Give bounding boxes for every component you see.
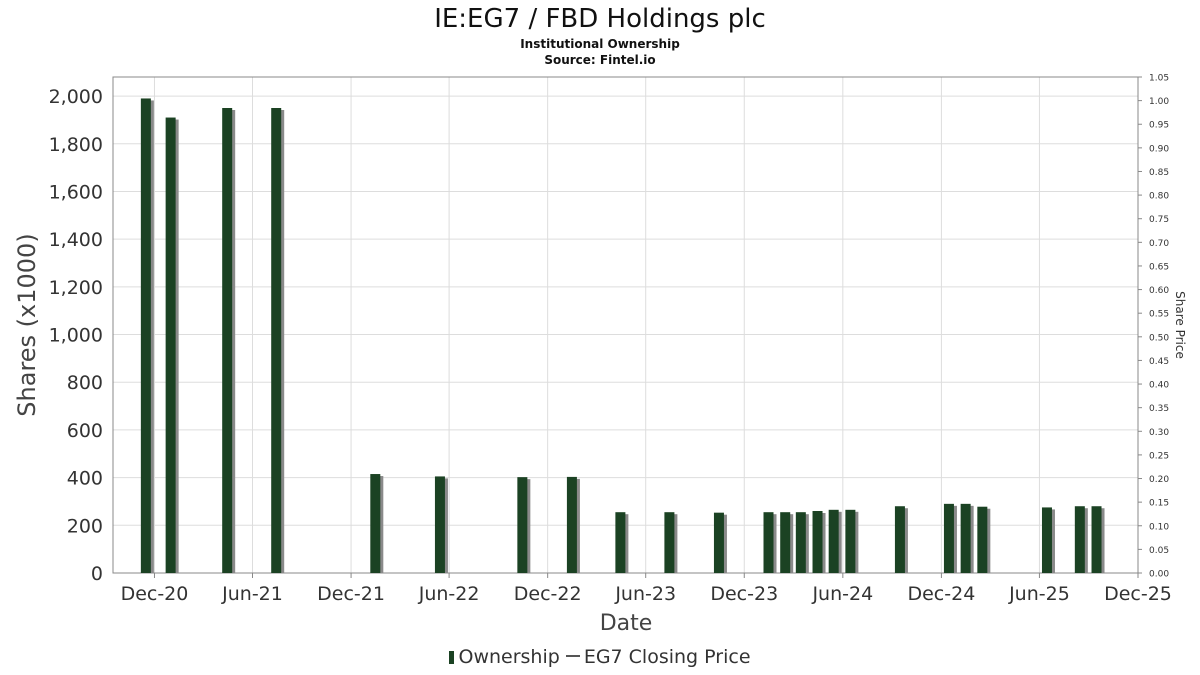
- y2-tick-label: 0.25: [1149, 451, 1169, 461]
- ownership-bar: [615, 512, 626, 573]
- ownership-bar: [1041, 507, 1052, 573]
- ownership-bar: [222, 108, 233, 573]
- chart-titles: IE:EG7 / FBD Holdings plc Institutional …: [0, 0, 1200, 68]
- y-tick-label: 600: [67, 420, 103, 442]
- legend-price-label: EG7 Closing Price: [583, 646, 751, 668]
- x-tick-label: Dec-21: [317, 583, 385, 605]
- y2-tick-label: 0.65: [1149, 262, 1169, 272]
- y-tick-label: 1,200: [49, 277, 103, 299]
- y2-tick-label: 1.00: [1149, 97, 1169, 107]
- x-tick-label: Dec-20: [121, 583, 189, 605]
- ownership-bar: [566, 476, 577, 573]
- y-tick-label: 1,400: [49, 229, 103, 251]
- y2-axis-label: Share Price: [1173, 291, 1187, 359]
- y2-tick-label: 0.50: [1149, 333, 1169, 343]
- y2-tick-label: 0.20: [1149, 475, 1169, 485]
- y2-tick-label: 0.35: [1149, 404, 1169, 414]
- ownership-bar: [812, 511, 823, 573]
- x-tick-label: Jun-25: [1008, 583, 1070, 605]
- ownership-bar: [434, 476, 445, 573]
- x-tick-label: Dec-24: [907, 583, 975, 605]
- x-axis: Dec-20 Jun-21 Dec-21 Jun-22 Dec-22 Jun-23 Dec-…: [121, 573, 1172, 605]
- ownership-bar: [845, 509, 856, 573]
- y-tick-label: 400: [67, 468, 103, 490]
- y2-tick-label: 0.85: [1149, 168, 1169, 178]
- y2-tick-label: 0.30: [1149, 428, 1169, 438]
- y-axis-label: Shares (x1000): [13, 233, 41, 416]
- ownership-bar: [165, 117, 176, 574]
- y2-tick-label: 0.90: [1149, 144, 1169, 154]
- chart-title: IE:EG7 / FBD Holdings plc: [434, 4, 766, 34]
- y2-tick-label: 0.10: [1149, 522, 1169, 532]
- ownership-bar: [795, 512, 806, 573]
- ownership-bar: [1091, 506, 1102, 573]
- y2-tick-label: 0.95: [1149, 121, 1169, 131]
- x-tick-label: Jun-22: [418, 583, 480, 605]
- ownership-bar: [943, 503, 954, 573]
- legend-price-swatch: [565, 655, 580, 657]
- y-tick-label: 1,000: [49, 325, 103, 347]
- y-axis: 0 200 400 600 800 1,000 1,200 1,400 1,600 1,800 2,…: [49, 86, 103, 585]
- ownership-bar: [664, 512, 675, 573]
- legend: Ownership EG7 Closing Price: [0, 646, 1200, 668]
- ownership-bar: [370, 474, 381, 573]
- y2-tick-label: 0.70: [1149, 239, 1169, 249]
- y2-tick-label: 0.15: [1149, 499, 1169, 509]
- ownership-bar: [894, 506, 905, 573]
- ownership-bar: [140, 98, 151, 573]
- y2-tick-label: 0.80: [1149, 192, 1169, 202]
- ownership-bar: [977, 506, 988, 573]
- ownership-bar: [780, 512, 791, 573]
- chart-source: Source: Fintel.io: [544, 53, 656, 67]
- x-tick-label: Jun-21: [221, 583, 283, 605]
- x-axis-label: Date: [600, 611, 653, 636]
- ownership-bar: [517, 477, 528, 573]
- y2-tick-label: 1.05: [1149, 74, 1169, 84]
- plot-area: [112, 76, 1139, 574]
- x-tick-label: Dec-25: [1104, 583, 1172, 605]
- ownership-bar: [828, 509, 839, 573]
- x-tick-label: Dec-23: [710, 583, 778, 605]
- legend-ownership-swatch: [449, 651, 455, 664]
- y2-tick-label: 0.40: [1149, 381, 1169, 391]
- ownership-bar: [763, 512, 774, 573]
- y-tick-label: 0: [91, 563, 103, 585]
- y2-tick-label: 0.55: [1149, 310, 1169, 320]
- bar-series: [140, 98, 1105, 574]
- y-tick-label: 2,000: [49, 86, 103, 108]
- ownership-bar: [713, 512, 724, 573]
- y-tick-label: 1,600: [49, 181, 103, 203]
- y-tick-label: 800: [67, 372, 103, 394]
- x-tick-label: Jun-23: [614, 583, 676, 605]
- ownership-bar: [960, 503, 971, 573]
- chart-subtitle: Institutional Ownership: [520, 37, 680, 51]
- y-tick-label: 1,800: [49, 134, 103, 156]
- legend-ownership-label: Ownership: [458, 646, 560, 668]
- x-tick-label: Jun-24: [811, 583, 873, 605]
- y2-tick-label: 0.75: [1149, 215, 1169, 225]
- y2-tick-label: 0.45: [1149, 357, 1169, 367]
- x-tick-label: Dec-22: [514, 583, 582, 605]
- y2-tick-label: 0.05: [1149, 546, 1169, 556]
- y2-axis: 0.00 0.05 0.10 0.15 0.20 0.25 0.30 0.35 0.40 0.45…: [1138, 74, 1169, 580]
- y2-tick-label: 0.60: [1149, 286, 1169, 296]
- y-tick-label: 200: [67, 515, 103, 537]
- ownership-bar: [1074, 506, 1085, 573]
- y2-tick-label: 0.00: [1149, 570, 1169, 580]
- grid: [113, 77, 1139, 574]
- ownership-bar: [271, 108, 282, 573]
